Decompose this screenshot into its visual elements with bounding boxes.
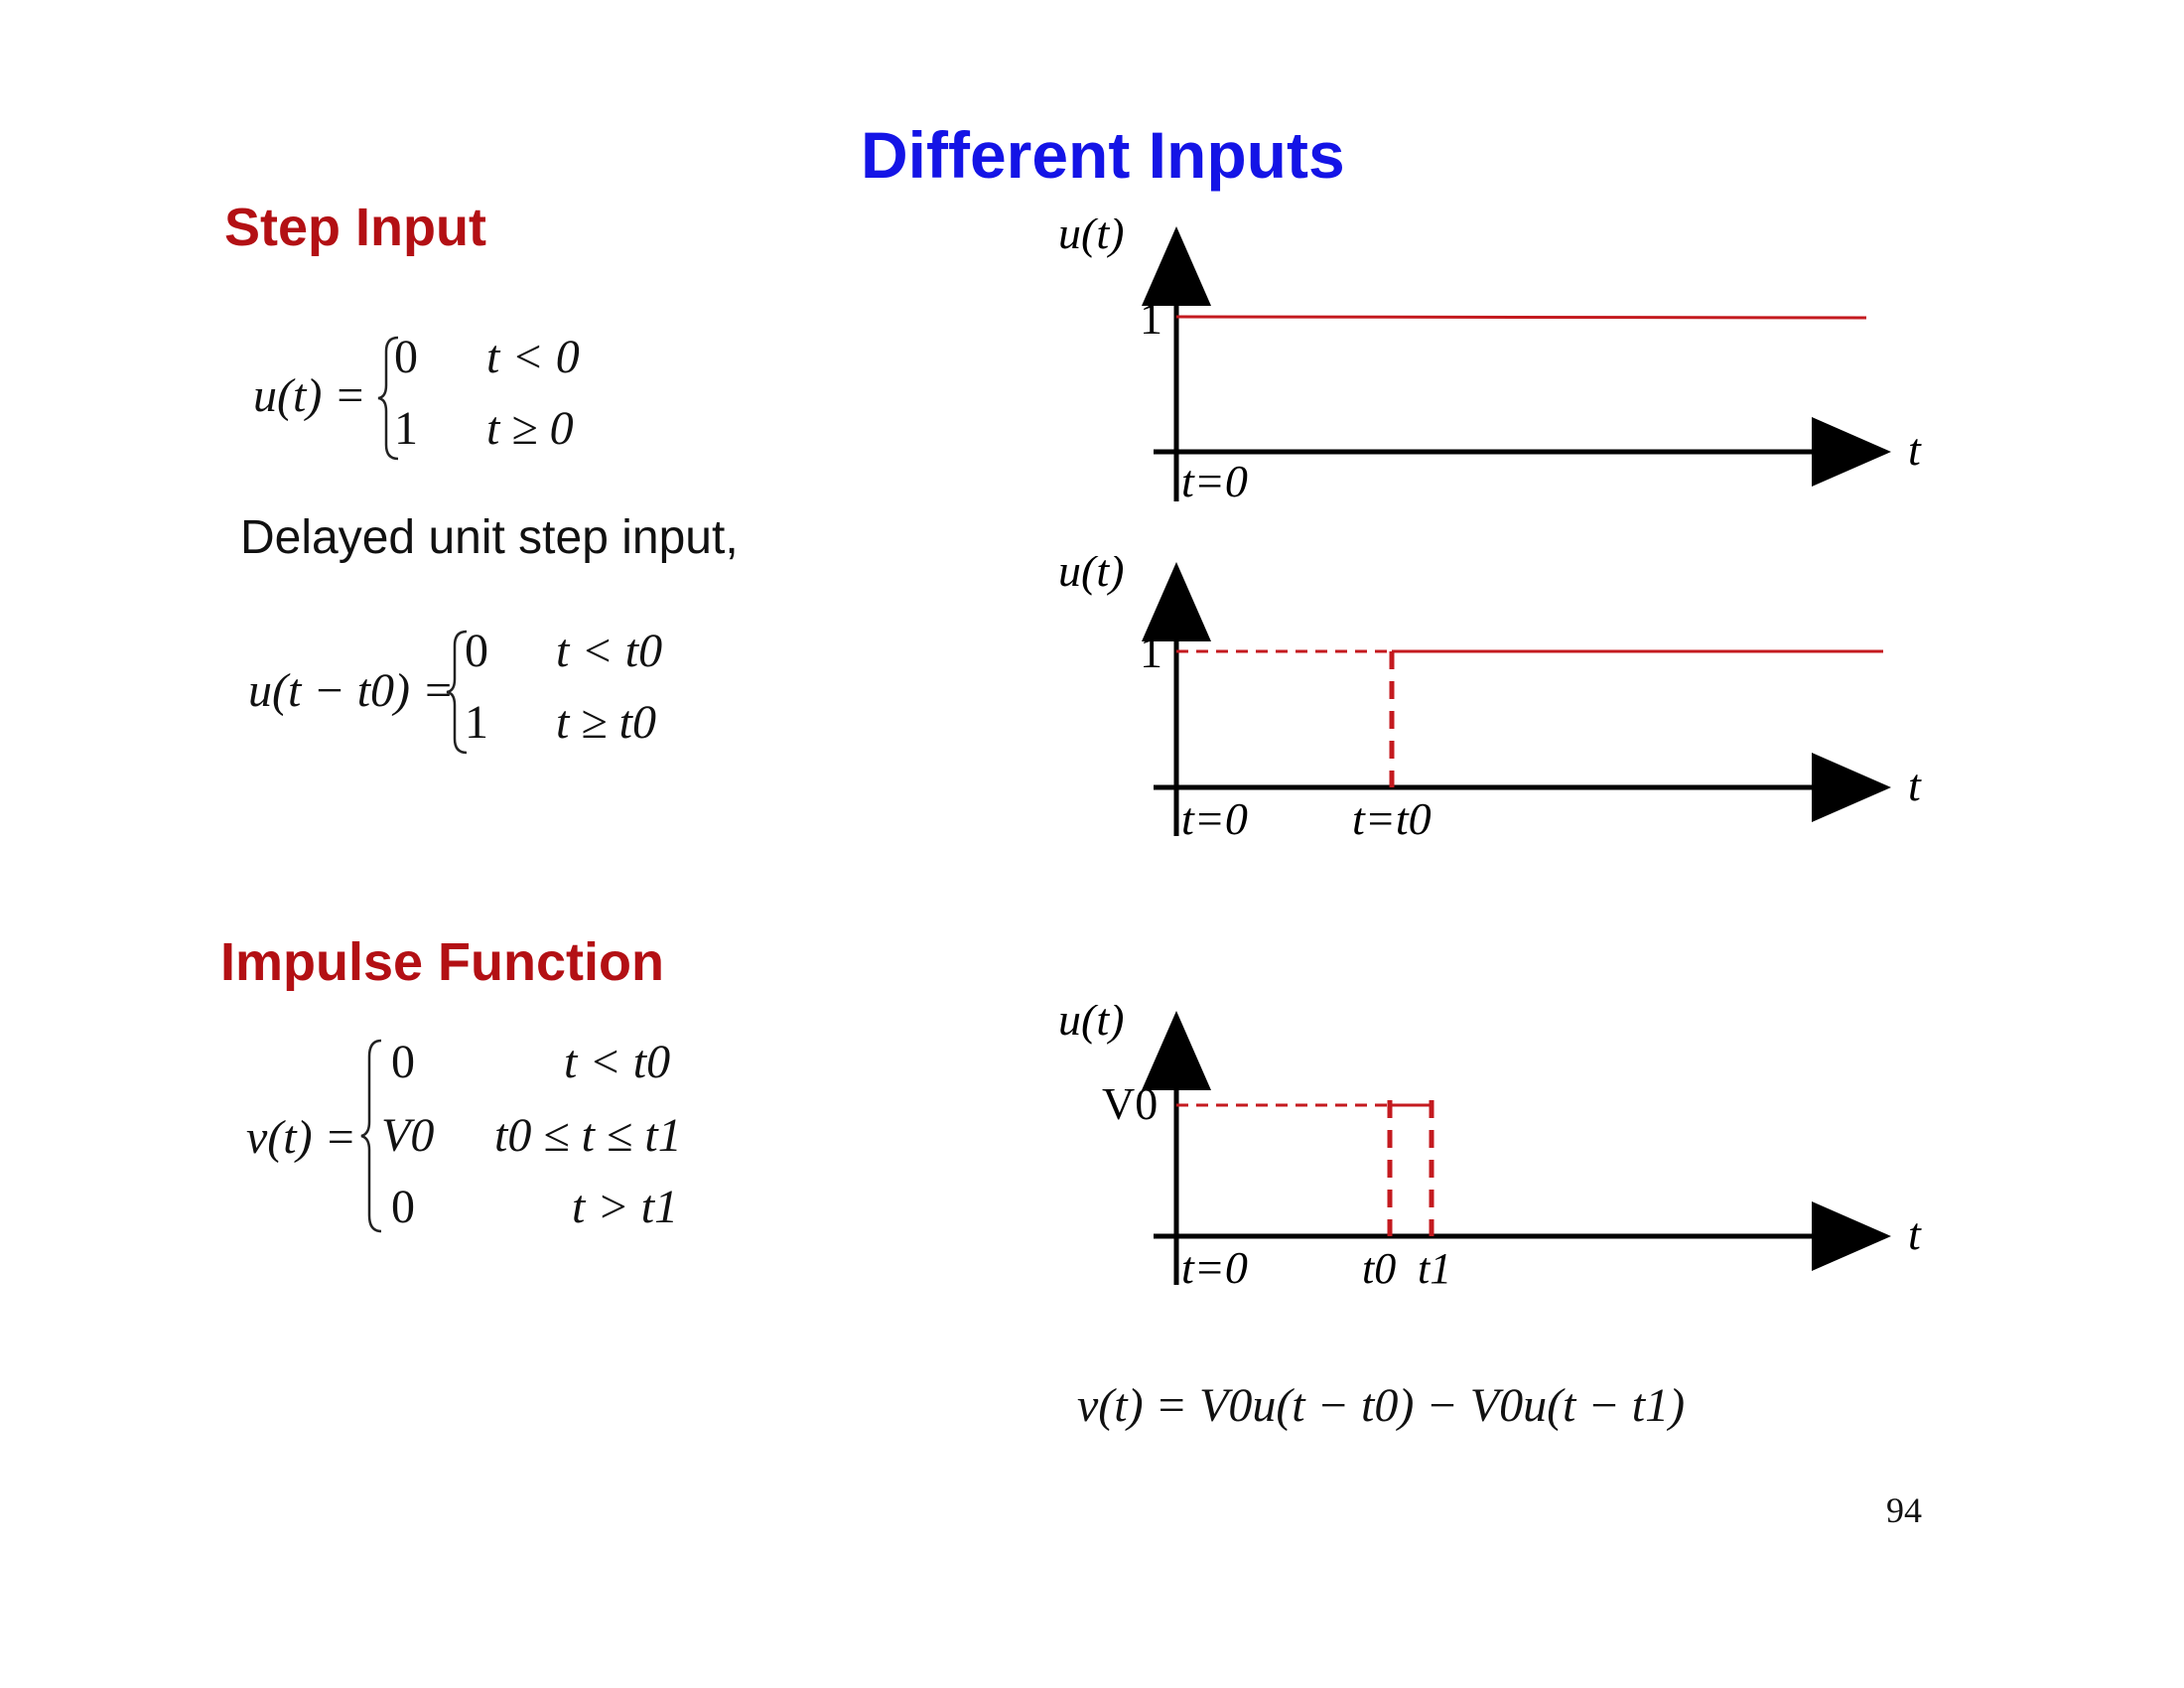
step-signal-line <box>1175 315 1867 320</box>
step-case2-cond: t ≥ 0 <box>486 402 574 455</box>
page-number: 94 <box>1886 1490 1922 1530</box>
impulse-composite-equation: v(t) = V0u(t − t0) − V0u(t − t1) <box>1077 1379 1686 1432</box>
impulse-case1-cond: t < t0 <box>564 1036 671 1088</box>
delayed-case1-value: 0 <box>465 625 488 677</box>
impulse-case3-cond: t > t1 <box>572 1181 679 1233</box>
delayed-case1-cond: t < t0 <box>556 625 663 677</box>
step-case1-value: 0 <box>394 331 418 383</box>
impulse-level-label: V0 <box>1102 1078 1158 1129</box>
impulse-graph: u(t) V0 t=0 t0 t1 t <box>1058 1005 1922 1293</box>
delayed-eq-brace <box>446 630 468 755</box>
impulse-case3-value: 0 <box>391 1181 415 1233</box>
slide-title: Different Inputs <box>861 118 1345 192</box>
step-eq-lhs: u(t) = <box>253 369 366 422</box>
impulse-case1-value: 0 <box>391 1036 415 1088</box>
impulse-eq-lhs: v(t) = <box>246 1111 356 1164</box>
delayed-level-label: 1 <box>1140 627 1162 677</box>
delayed-origin-label: t=0 <box>1181 793 1248 844</box>
delayed-case2-value: 1 <box>465 696 488 749</box>
impulse-function-heading: Impulse Function <box>220 932 665 992</box>
impulse-equation: v(t) = 0 t < t0 V0 t0 ≤ t ≤ t1 0 t > t1 <box>246 1033 703 1241</box>
impulse-case2-value: V0 <box>381 1109 435 1162</box>
delayed-step-label: t=t0 <box>1352 793 1432 844</box>
step-y-label: u(t) <box>1058 218 1124 258</box>
impulse-t1-label: t1 <box>1418 1244 1451 1293</box>
step-x-label: t <box>1908 424 1922 475</box>
delayed-step-graph: u(t) 1 t=0 t=t0 t <box>1058 556 1922 844</box>
step-eq-brace <box>377 336 399 461</box>
impulse-eq-brace <box>360 1039 382 1233</box>
delayed-case2-cond: t ≥ t0 <box>556 696 657 749</box>
delayed-step-caption: Delayed unit step input, <box>240 511 739 564</box>
impulse-case2-cond: t0 ≤ t ≤ t1 <box>494 1109 682 1162</box>
step-input-heading: Step Input <box>224 198 486 257</box>
impulse-origin-label: t=0 <box>1181 1242 1248 1293</box>
step-case1-cond: t < 0 <box>486 331 580 383</box>
step-graph: u(t) 1 t=0 t <box>1058 218 1922 506</box>
delayed-y-label: u(t) <box>1058 556 1124 596</box>
impulse-t0-label: t0 <box>1362 1244 1396 1293</box>
step-origin-label: t=0 <box>1181 456 1248 506</box>
step-level-label: 1 <box>1140 293 1162 344</box>
step-case2-value: 1 <box>394 402 418 455</box>
impulse-x-label: t <box>1908 1208 1922 1259</box>
delayed-x-label: t <box>1908 760 1922 810</box>
delayed-step-equation: u(t − t0) = 0 t < t0 1 t ≥ t0 <box>248 624 665 763</box>
step-equation: u(t) = 0 t < 0 1 t ≥ 0 <box>253 328 611 467</box>
impulse-y-label: u(t) <box>1058 1005 1124 1045</box>
delayed-eq-lhs: u(t − t0) = <box>248 664 455 717</box>
